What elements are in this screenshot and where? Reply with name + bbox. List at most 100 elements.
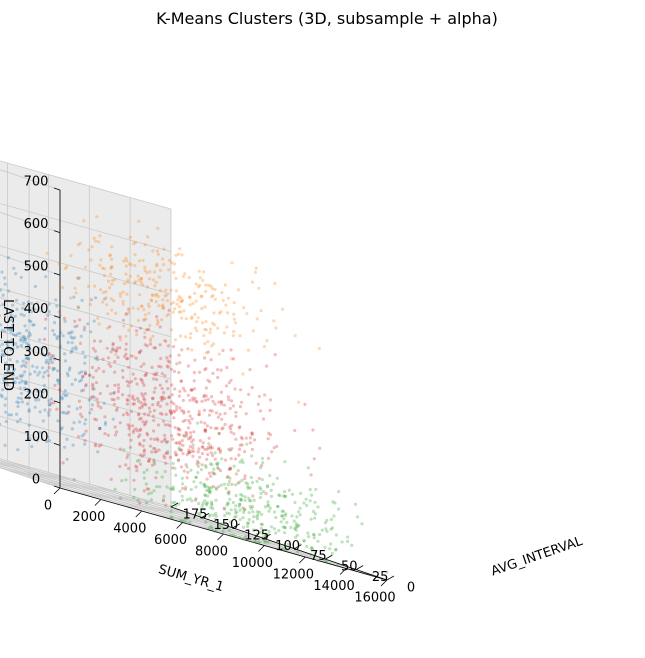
- data-point: [203, 421, 207, 425]
- data-point: [244, 436, 248, 440]
- data-point: [277, 528, 281, 533]
- data-point: [246, 348, 250, 352]
- data-point: [181, 419, 185, 423]
- data-point: [249, 475, 253, 480]
- data-point: [106, 356, 111, 360]
- data-point: [184, 517, 188, 521]
- data-point: [182, 469, 186, 473]
- data-point: [180, 298, 184, 302]
- data-point: [86, 322, 90, 326]
- data-point: [93, 349, 97, 353]
- data-point: [96, 316, 100, 320]
- data-point: [188, 451, 192, 455]
- grid-line: [0, 463, 264, 539]
- data-point: [92, 236, 96, 240]
- data-point: [11, 303, 15, 307]
- data-point: [248, 504, 252, 509]
- data-point: [133, 240, 137, 245]
- data-point: [188, 520, 192, 525]
- data-point: [242, 508, 246, 512]
- data-point: [118, 496, 123, 500]
- data-point: [47, 411, 51, 415]
- data-point: [222, 506, 226, 510]
- data-point: [235, 510, 239, 514]
- data-point: [191, 443, 195, 447]
- data-point: [180, 316, 184, 320]
- data-point: [187, 418, 191, 423]
- data-point: [110, 257, 114, 261]
- data-point: [82, 325, 87, 329]
- data-point: [211, 507, 215, 511]
- data-point: [1, 293, 5, 297]
- data-point: [144, 482, 148, 486]
- data-point: [325, 529, 329, 534]
- data-point: [46, 313, 50, 317]
- data-point: [165, 356, 169, 360]
- data-point: [18, 381, 22, 385]
- data-point: [208, 446, 212, 450]
- data-point: [198, 455, 202, 459]
- data-point: [135, 459, 139, 463]
- data-point: [140, 405, 144, 409]
- data-point: [39, 394, 44, 399]
- data-point: [21, 373, 25, 377]
- data-point: [115, 406, 119, 410]
- x-tick-mark: [94, 499, 102, 506]
- data-point: [323, 521, 328, 525]
- data-point: [217, 432, 221, 436]
- data-point: [232, 357, 236, 361]
- data-point: [22, 335, 27, 339]
- data-point: [156, 400, 160, 405]
- data-point: [83, 439, 87, 443]
- data-point: [215, 463, 220, 467]
- data-point: [212, 472, 216, 476]
- data-point: [309, 473, 313, 477]
- data-point: [201, 501, 205, 505]
- data-point: [234, 493, 238, 498]
- data-point: [129, 409, 134, 414]
- data-point: [147, 487, 151, 491]
- data-point: [211, 371, 215, 375]
- data-point: [280, 514, 284, 518]
- data-point: [176, 298, 180, 302]
- data-point: [32, 323, 36, 327]
- data-point: [311, 547, 315, 551]
- data-point: [242, 510, 246, 514]
- data-point: [220, 457, 224, 461]
- data-point: [66, 340, 70, 345]
- data-point: [154, 300, 158, 304]
- data-point: [258, 495, 262, 500]
- data-point: [57, 262, 61, 266]
- data-point: [263, 539, 267, 543]
- data-point: [161, 303, 165, 307]
- data-point: [124, 463, 128, 467]
- data-point: [0, 270, 4, 274]
- z-tick-mark: [53, 230, 61, 233]
- data-point: [258, 485, 262, 490]
- data-point: [275, 476, 279, 480]
- data-point: [166, 440, 170, 444]
- data-point: [222, 331, 227, 335]
- data-point: [147, 305, 151, 309]
- data-point: [273, 282, 277, 286]
- data-point: [247, 392, 251, 396]
- data-point: [169, 302, 173, 306]
- data-point: [99, 443, 103, 447]
- data-point: [165, 314, 169, 318]
- data-point: [83, 361, 87, 365]
- data-point: [166, 344, 171, 348]
- data-point: [163, 374, 167, 378]
- data-point: [267, 509, 271, 513]
- data-point: [226, 491, 230, 495]
- data-point: [19, 343, 23, 347]
- z-tick-mark: [53, 315, 61, 319]
- data-point: [98, 391, 102, 396]
- data-point: [308, 499, 312, 503]
- data-point: [57, 334, 61, 338]
- data-point: [158, 325, 162, 329]
- series-1: [26, 215, 321, 404]
- data-point: [4, 377, 8, 381]
- data-point: [218, 450, 222, 454]
- data-point: [239, 497, 243, 501]
- data-point: [80, 434, 84, 438]
